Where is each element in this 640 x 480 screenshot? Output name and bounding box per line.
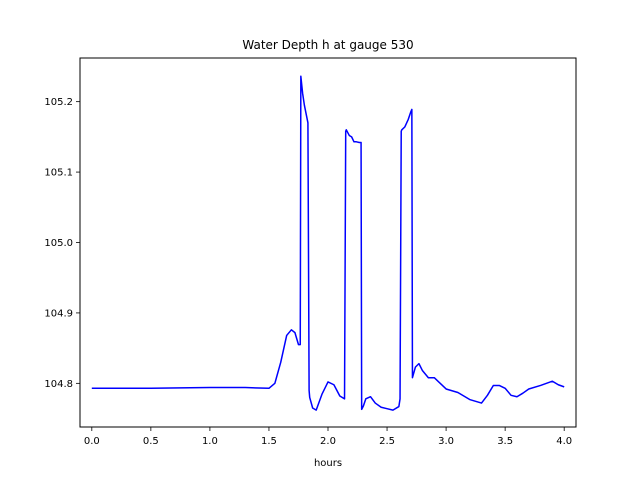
x-tick-label: 1.5 [261, 436, 277, 447]
chart-title: Water Depth h at gauge 530 [242, 38, 413, 52]
y-tick-label: 104.8 [44, 379, 73, 390]
axes-frame [79, 57, 577, 428]
x-tick-label: 0.5 [143, 436, 159, 447]
y-tick-label: 105.1 [44, 168, 73, 179]
x-tick-label: 2.0 [320, 436, 336, 447]
plot-area [91, 75, 565, 411]
x-axis: 0.0 0.5 1.0 1.5 2.0 2.5 3.0 3.5 4.0 [84, 427, 572, 447]
y-tick-label: 105.0 [44, 238, 73, 249]
y-tick-label: 105.2 [44, 97, 73, 108]
series-line-0 [91, 75, 565, 411]
x-tick-label: 0.0 [84, 436, 100, 447]
x-tick-label: 1.0 [202, 436, 218, 447]
y-tick-label: 104.9 [44, 308, 73, 319]
y-axis: 104.8 104.9 105.0 105.1 105.2 [44, 97, 80, 390]
x-tick-label: 3.0 [438, 436, 454, 447]
x-tick-label: 3.5 [497, 436, 513, 447]
x-tick-label: 4.0 [556, 436, 572, 447]
x-axis-label: hours [314, 458, 342, 469]
x-tick-label: 2.5 [379, 436, 395, 447]
